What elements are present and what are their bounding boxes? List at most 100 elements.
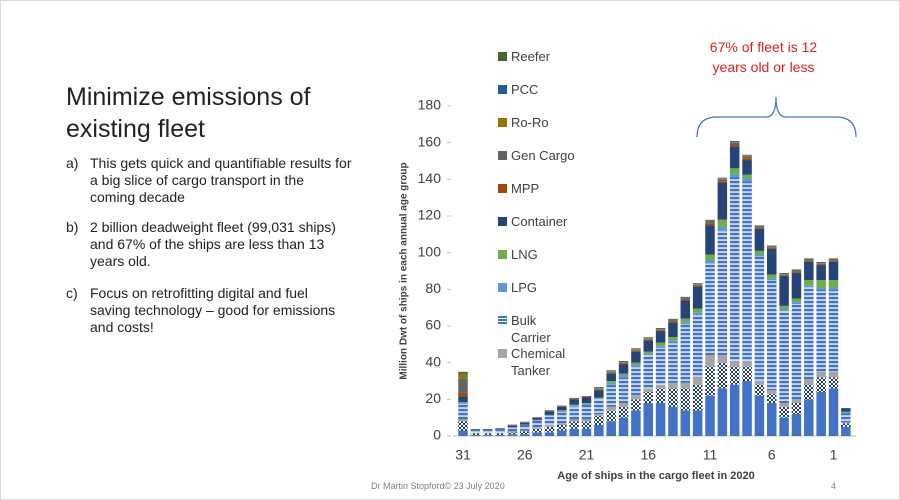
bar-segment (544, 410, 555, 411)
bar-segment (520, 425, 530, 431)
bar-segment (482, 435, 493, 436)
bar-segment (544, 415, 555, 425)
bar-segment (655, 331, 666, 343)
bar-segment (618, 362, 629, 363)
bar-segment (692, 283, 703, 285)
bar-segment (729, 384, 740, 436)
bar-segment (779, 275, 789, 277)
bar-segment (791, 271, 802, 272)
bar-segment (458, 392, 468, 397)
bar-segment (482, 429, 493, 430)
bar-segment (791, 272, 802, 299)
bar-segment (828, 280, 839, 288)
bar-segment (532, 418, 542, 420)
bar-segment (581, 404, 592, 420)
bar-segment (729, 366, 740, 385)
bar-segment (705, 221, 715, 224)
bar-segment (767, 249, 777, 275)
bar-segment (804, 287, 814, 380)
bar-segment (544, 414, 555, 416)
bar-segment (717, 230, 728, 356)
bar-segment (606, 381, 616, 383)
bar-segment (507, 431, 518, 433)
bar-segment (705, 254, 715, 260)
bar-segment (594, 387, 604, 388)
bar-segment (544, 411, 555, 415)
bar-segment (458, 419, 468, 422)
bar-segment (557, 406, 567, 407)
bar-segment (655, 328, 666, 329)
bar-segment (655, 348, 666, 385)
bar-segment (643, 338, 653, 339)
bar-segment (767, 247, 777, 249)
bar-segment (779, 274, 789, 276)
bar-segment (791, 403, 802, 414)
bar-segment (729, 177, 740, 361)
bar-segment (729, 173, 740, 178)
y-tick-label: 140 (418, 170, 442, 186)
bar-segment (581, 397, 592, 403)
bar-segment (804, 399, 814, 436)
legend-label: Gen Cargo (511, 148, 575, 163)
bar-segment (841, 411, 851, 413)
bar-segment (680, 297, 691, 299)
bar-segment (557, 412, 567, 424)
bar-segment (816, 262, 826, 264)
bar-segment (816, 262, 826, 263)
bar-segment (816, 371, 826, 378)
bar-segment (841, 413, 851, 423)
bar-segment (618, 373, 629, 376)
bullet-label: b) (66, 219, 79, 235)
bar-segment (841, 422, 851, 424)
bar-segment (606, 371, 616, 373)
bar-segment (779, 273, 789, 275)
bar-segment (581, 419, 592, 422)
bar-segment (557, 425, 567, 431)
bar-segment (692, 286, 703, 309)
bar-segment (816, 289, 826, 372)
bullet-label: c) (66, 285, 78, 301)
bar-segment (520, 431, 530, 435)
legend-swatch (498, 217, 507, 226)
bar-segment (470, 430, 481, 433)
bar-segment (606, 370, 616, 372)
bar-segment (754, 228, 765, 251)
bar-segment (655, 384, 666, 389)
bar-segment (717, 179, 728, 182)
bar-segment (828, 388, 839, 436)
bar-segment (594, 425, 604, 436)
bar-segment (779, 274, 789, 275)
bar-segment (520, 421, 530, 423)
bar-segment (668, 320, 678, 322)
bar-segment (742, 154, 752, 156)
bar-segment (742, 366, 752, 381)
bar-segment (804, 379, 814, 385)
bar-segment (458, 371, 468, 374)
bar-segment (692, 285, 703, 287)
bar-segment (643, 351, 653, 354)
bar-segment (717, 362, 728, 389)
y-tick-label: 180 (418, 97, 442, 113)
legend-label: Reefer (511, 49, 551, 64)
bar-segment (594, 397, 604, 399)
bar-segment (828, 260, 839, 261)
bar-segment (581, 403, 592, 405)
bar-segment (717, 227, 728, 231)
bullet-label: a) (66, 155, 79, 171)
bar-segment (767, 280, 777, 391)
bar-segment (692, 410, 703, 436)
bar-segment (668, 319, 678, 320)
bar-segment (606, 370, 616, 371)
bar-segment (470, 432, 481, 434)
bar-segment (791, 298, 802, 303)
bar-segment (767, 390, 777, 394)
bar-segment (779, 276, 789, 306)
y-tick-label: 0 (433, 427, 441, 443)
bar-segment (507, 424, 518, 426)
bar-segment (717, 178, 728, 180)
bar-segment (668, 382, 678, 389)
bar-segment (729, 142, 740, 143)
bar-segment (804, 280, 814, 286)
bar-segment (458, 373, 468, 375)
bar-segment (680, 296, 691, 298)
